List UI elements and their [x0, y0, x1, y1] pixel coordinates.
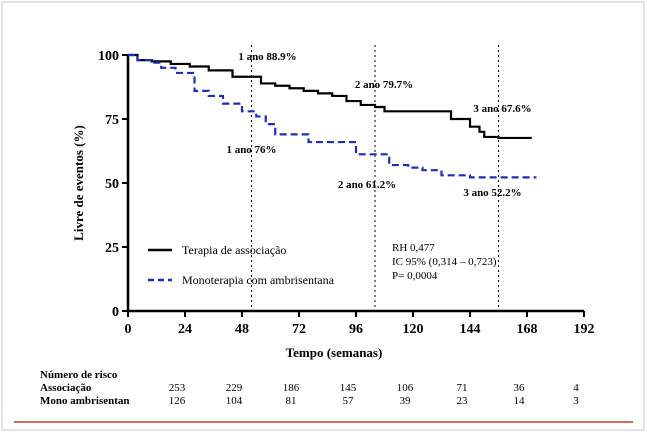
annotation-4: 1 ano 76% — [226, 144, 276, 156]
y-tick-label-25: 25 — [105, 241, 119, 256]
legend-label-monoterapia: Monoterapia com ambrisentana — [182, 273, 335, 287]
risk-cell-0-3: 145 — [340, 382, 357, 394]
annotation-6: 3 ano 52.2% — [463, 187, 521, 199]
legend: Terapia de associação Monoterapia com am… — [148, 243, 335, 287]
x-ticks: 0 24 48 72 96 120 144 168 192 — [125, 311, 595, 337]
x-tick-label-0: 0 — [125, 322, 132, 337]
y-axis-title: Livre de eventos (%) — [71, 125, 86, 241]
risk-cell-1-5: 23 — [457, 395, 469, 407]
risk-cell-0-2: 186 — [283, 382, 300, 394]
annotations: 1 ano 88.9% 2 ano 79.7% 3 ano 67.6% 1 ano 7… — [226, 51, 531, 199]
series-line-associacao — [128, 53, 532, 140]
stat-p-value: P= 0,0004 — [392, 270, 438, 282]
y-tick-label-50: 50 — [105, 177, 119, 192]
risk-cell-0-1: 229 — [226, 382, 243, 394]
risk-row-label-mono: Mono ambrisentan — [40, 395, 130, 407]
annotation-1: 1 ano 88.9% — [238, 51, 296, 63]
reference-lines — [251, 45, 499, 311]
y-tick-label-100: 100 — [98, 49, 119, 64]
annotation-2: 2 ano 79.7% — [355, 79, 413, 91]
risk-table: Número de risco Associação Mono ambrisen… — [40, 369, 579, 407]
risk-cell-1-0: 126 — [169, 395, 186, 407]
x-tick-label-48: 48 — [235, 322, 249, 337]
stats-box: RH 0,477 IC 95% (0,314 – 0,723) P= 0,000… — [392, 242, 497, 282]
risk-table-header: Número de risco — [40, 369, 118, 381]
risk-cell-0-5: 71 — [457, 382, 468, 394]
risk-row-label-associacao: Associação — [40, 382, 92, 394]
series-line-monoterapia — [128, 53, 537, 179]
x-tick-label-120: 120 — [403, 322, 424, 337]
x-axis-title: Tempo (semanas) — [286, 345, 383, 360]
x-tick-label-192: 192 — [574, 322, 595, 337]
risk-table-cells: 253 229 186 145 106 71 36 4 126 104 81 57 39 23 14 3 — [169, 382, 580, 407]
risk-cell-1-3: 57 — [343, 395, 355, 407]
x-tick-label-168: 168 — [517, 322, 538, 337]
x-tick-label-96: 96 — [349, 322, 363, 337]
risk-cell-1-7: 3 — [573, 395, 579, 407]
x-tick-label-144: 144 — [460, 322, 481, 337]
risk-cell-1-1: 104 — [226, 395, 243, 407]
series-lines — [128, 53, 537, 179]
x-tick-label-72: 72 — [292, 322, 306, 337]
legend-label-associacao: Terapia de associação — [182, 243, 286, 257]
stat-confidence-interval: IC 95% (0,314 – 0,723) — [392, 256, 497, 268]
stat-hazard-ratio: RH 0,477 — [392, 242, 435, 254]
y-tick-label-75: 75 — [105, 113, 119, 128]
risk-cell-1-6: 14 — [514, 395, 526, 407]
x-tick-label-24: 24 — [178, 322, 192, 337]
risk-cell-0-6: 36 — [514, 382, 526, 394]
risk-cell-0-4: 106 — [397, 382, 414, 394]
risk-cell-0-0: 253 — [169, 382, 186, 394]
risk-cell-1-4: 39 — [400, 395, 412, 407]
risk-cell-1-2: 81 — [286, 395, 297, 407]
y-tick-label-0: 0 — [112, 305, 119, 320]
risk-cell-0-7: 4 — [573, 382, 579, 394]
annotation-3: 3 ano 67.6% — [473, 103, 531, 115]
y-ticks: 0 25 50 75 100 — [98, 49, 128, 320]
annotation-5: 2 ano 61.2% — [338, 179, 396, 191]
